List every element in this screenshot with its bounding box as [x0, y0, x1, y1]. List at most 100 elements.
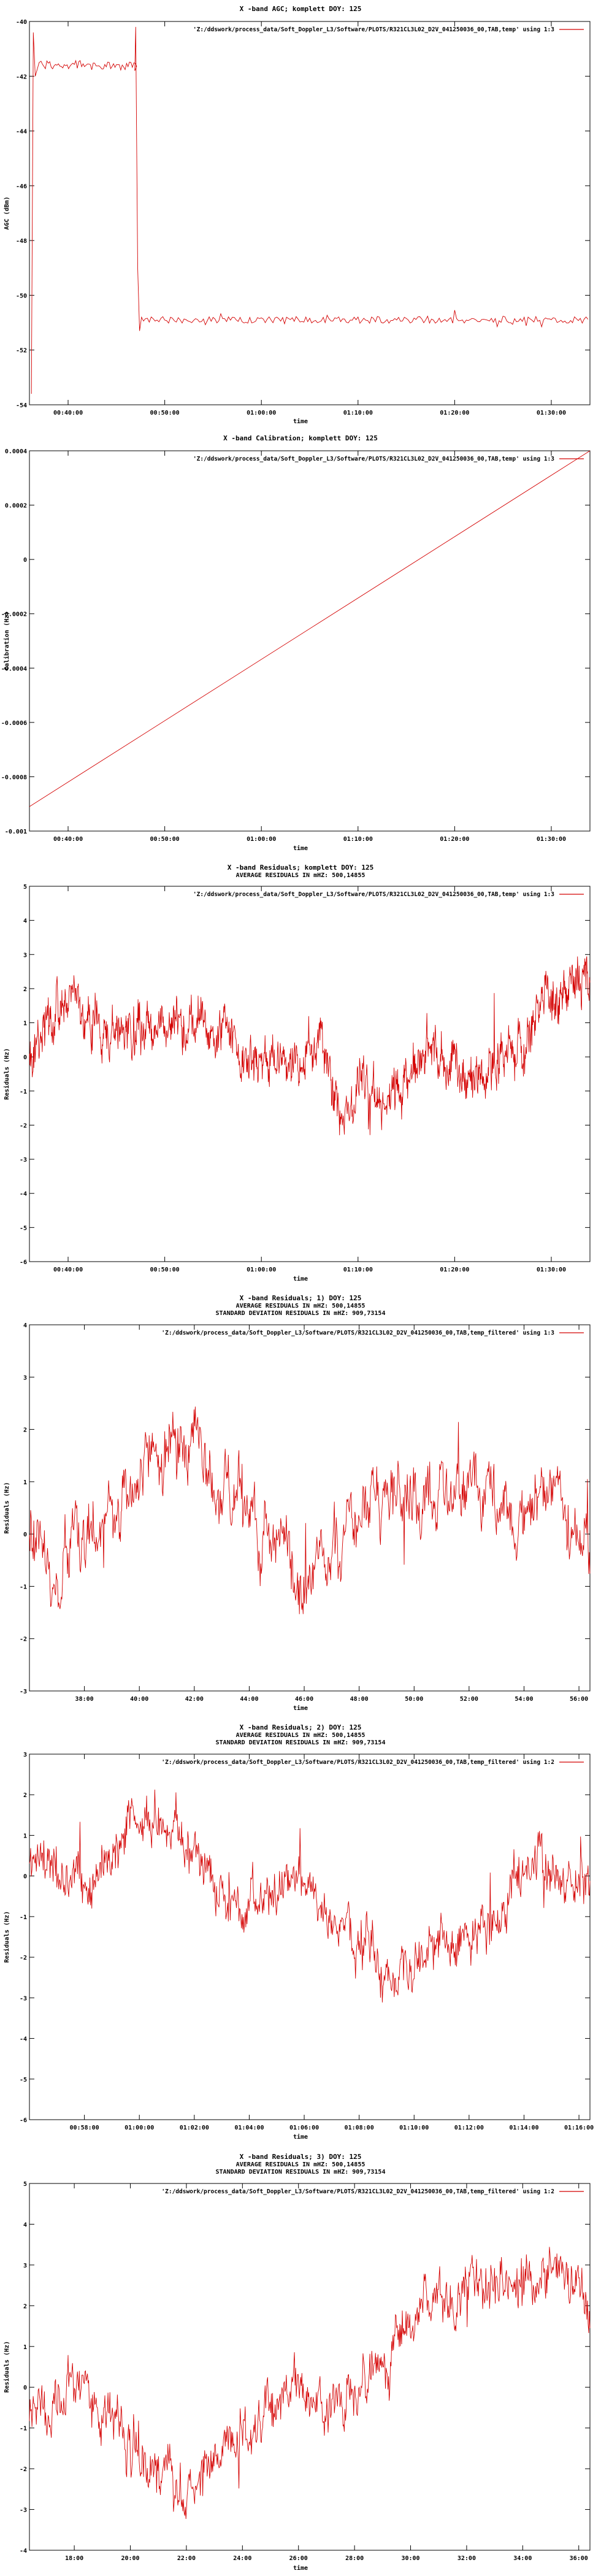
- x-tick-label: 34:00: [513, 2555, 532, 2562]
- y-tick-label: -40: [16, 19, 27, 26]
- chart-title: X -band Residuals; 2) DOY: 125: [240, 1723, 362, 1731]
- y-tick-label: 3: [23, 952, 27, 959]
- x-axis-label: time: [293, 2133, 308, 2141]
- x-tick-label: 01:16:00: [564, 2125, 594, 2131]
- y-tick-label: 3: [23, 2263, 27, 2269]
- chart-subtitle: AVERAGE RESIDUALS IN mHZ: 500,14855: [236, 1732, 366, 1739]
- plot-frame: [29, 21, 591, 405]
- plot-frame: [29, 1324, 591, 1692]
- series-line: [29, 450, 591, 807]
- chart-title: X -band Calibration; komplett DOY: 125: [223, 434, 378, 442]
- x-tick-label: 01:10:00: [343, 1267, 373, 1273]
- x-tick-label: 01:04:00: [234, 2125, 264, 2131]
- series-line: [29, 1789, 591, 2003]
- y-tick-label: -5: [20, 1225, 27, 1232]
- y-tick-label: 5: [23, 2181, 27, 2188]
- x-tick-label: 44:00: [240, 1696, 258, 1703]
- chart-panel-3: X -band Residuals; komplett DOY: 125AVER…: [3, 864, 591, 1282]
- y-tick-label: 0: [23, 1531, 27, 1538]
- x-tick-label: 50:00: [405, 1696, 423, 1703]
- x-tick-label: 01:30:00: [537, 1267, 566, 1273]
- chart-panel-1: X -band AGC; komplett DOY: 125 -54 -52 -50 -…: [4, 5, 591, 425]
- y-tick-label: -0.0002: [1, 611, 27, 618]
- chart-subtitle: AVERAGE RESIDUALS IN mHZ: 500,14855: [236, 872, 366, 879]
- y-axis-label: Calibration (Hz): [3, 611, 10, 670]
- y-tick-label: -3: [20, 1995, 27, 2002]
- y-tick-label: 0.0004: [5, 448, 27, 455]
- y-tick-label: -2: [20, 1636, 27, 1643]
- x-tick-label: 32:00: [457, 2555, 476, 2562]
- y-tick-label: 2: [23, 1792, 27, 1799]
- y-tick-label: 3: [23, 1374, 27, 1381]
- series-line: [29, 956, 591, 1135]
- y-tick-label: -46: [16, 183, 27, 190]
- y-tick-label: 0: [23, 1054, 27, 1061]
- y-axis-label: AGC (dBm): [4, 196, 10, 229]
- x-tick-label: 00:50:00: [150, 836, 180, 843]
- chart-title: X -band Residuals; 3) DOY: 125: [240, 2153, 362, 2161]
- y-tick-label: -50: [16, 293, 27, 299]
- x-tick-label: 42:00: [185, 1696, 204, 1703]
- y-tick-label: -3: [20, 2507, 27, 2514]
- plot-frame: [29, 886, 591, 1262]
- legend-label: 'Z:/ddswork/process_data/Soft_Doppler_L3…: [193, 456, 554, 462]
- y-tick-label: -6: [20, 1259, 27, 1266]
- y-tick-label: -0.0008: [1, 774, 27, 781]
- x-tick-label: 01:00:00: [247, 1267, 276, 1273]
- y-tick-label: -5: [20, 2077, 27, 2083]
- y-tick-label: -44: [16, 129, 27, 136]
- y-tick-label: 4: [23, 918, 27, 925]
- x-tick-label: 54:00: [515, 1696, 533, 1703]
- x-tick-label: 28:00: [345, 2555, 364, 2562]
- y-tick-label: -2: [20, 1955, 27, 1961]
- x-tick-label: 01:20:00: [440, 1267, 469, 1273]
- legend-label: 'Z:/ddswork/process_data/Soft_Doppler_L3…: [193, 891, 554, 898]
- x-tick-label: 24:00: [233, 2555, 251, 2562]
- y-tick-label: -1: [20, 2426, 27, 2432]
- x-tick-label: 00:40:00: [53, 410, 83, 416]
- y-axis-label: Residuals (Hz): [3, 2341, 10, 2393]
- y-tick-label: -4: [20, 2036, 27, 2043]
- x-tick-label: 46:00: [295, 1696, 313, 1703]
- x-tick-label: 01:20:00: [440, 836, 469, 843]
- y-tick-label: -3: [20, 1689, 27, 1695]
- y-tick-label: 5: [23, 884, 27, 891]
- plot-frame: [29, 1754, 591, 2120]
- y-tick-label: 0: [23, 557, 27, 564]
- x-tick-label: 01:00:00: [247, 836, 276, 843]
- y-tick-label: -1: [20, 1584, 27, 1590]
- x-tick-label: 01:00:00: [124, 2125, 154, 2131]
- y-tick-label: 2: [23, 1427, 27, 1434]
- x-tick-label: 48:00: [350, 1696, 369, 1703]
- legend-label: 'Z:/ddswork/process_data/Soft_Doppler_L3…: [161, 1330, 554, 1336]
- y-tick-label: -0.0006: [1, 720, 27, 727]
- x-tick-label: 52:00: [460, 1696, 478, 1703]
- x-axis-label: time: [293, 1704, 308, 1712]
- x-tick-label: 38:00: [75, 1696, 94, 1703]
- x-tick-label: 01:12:00: [454, 2125, 484, 2131]
- x-tick-label: 40:00: [130, 1696, 148, 1703]
- y-tick-label: 1: [23, 1833, 27, 1839]
- x-tick-label: 56:00: [570, 1696, 588, 1703]
- y-tick-label: -54: [16, 402, 27, 409]
- y-tick-label: -3: [20, 1157, 27, 1163]
- y-tick-label: -4: [20, 2548, 27, 2555]
- x-tick-label: 01:02:00: [180, 2125, 209, 2131]
- y-tick-label: 4: [23, 1322, 27, 1329]
- chart-panel-2: X -band Calibration; komplett DOY: 125 -0…: [1, 434, 591, 852]
- x-tick-label: 01:10:00: [343, 410, 373, 416]
- chart-subtitle-2: STANDARD DEVIATION RESIDUALS IN mHZ: 909…: [216, 1739, 386, 1746]
- y-tick-label: 1: [23, 2344, 27, 2351]
- y-tick-label: 3: [23, 1752, 27, 1758]
- chart-title: X -band Residuals; komplett DOY: 125: [228, 864, 373, 872]
- y-tick-label: -2: [20, 2466, 27, 2473]
- x-tick-label: 01:30:00: [537, 836, 566, 843]
- x-tick-label: 01:10:00: [343, 836, 373, 843]
- legend-label: 'Z:/ddswork/process_data/Soft_Doppler_L3…: [161, 1759, 554, 1766]
- x-tick-label: 26:00: [289, 2555, 308, 2562]
- x-tick-label: 22:00: [177, 2555, 196, 2562]
- y-axis-label: Residuals (Hz): [3, 1482, 10, 1533]
- y-tick-label: -1: [20, 1089, 27, 1095]
